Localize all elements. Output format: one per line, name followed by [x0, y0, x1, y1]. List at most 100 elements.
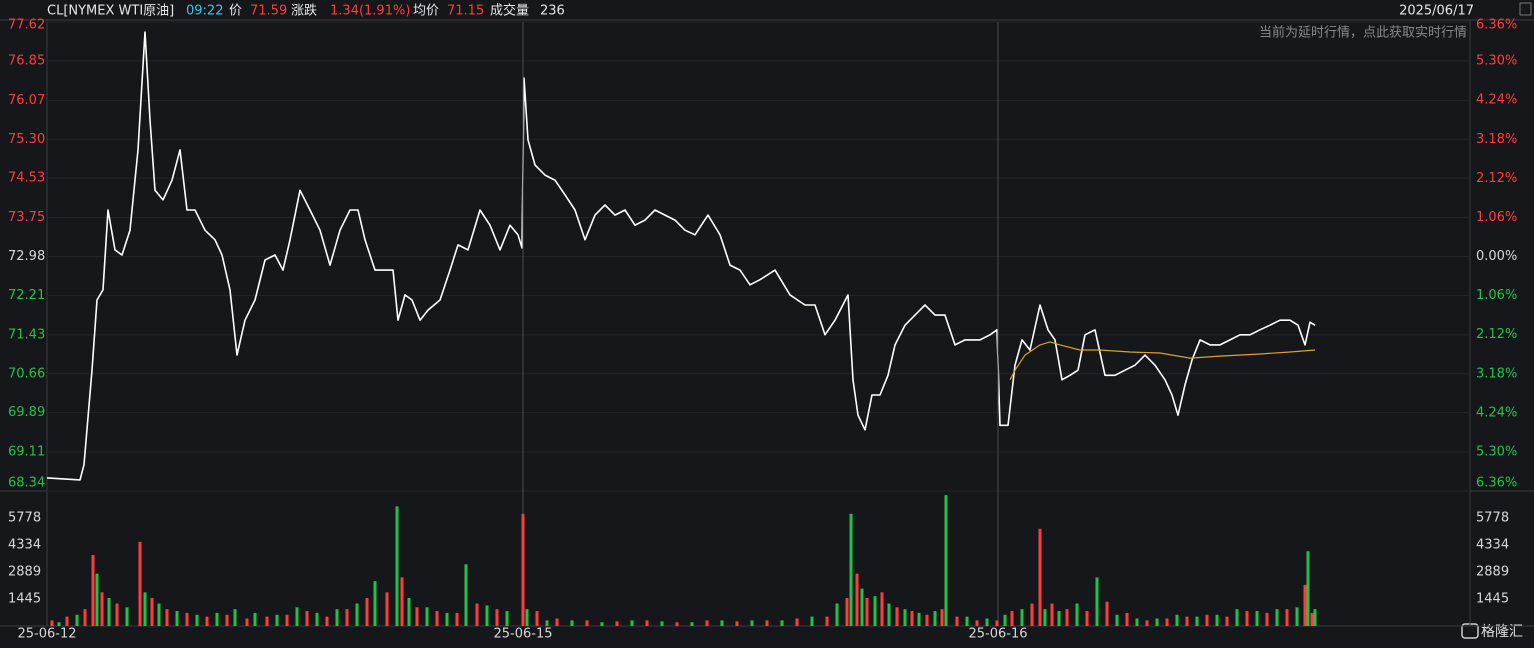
y2-tick-label: 1.06%: [1476, 288, 1517, 303]
symbol: CL[NYMEX WTI原油]: [47, 4, 174, 19]
volume-bar: [705, 620, 709, 626]
volume-bar: [750, 620, 754, 626]
logo: 格隆汇: [1481, 624, 1523, 640]
volume-bar: [400, 577, 404, 626]
volume-bar: [295, 607, 299, 626]
volume-bar: [1010, 611, 1014, 626]
volume-bar: [91, 554, 95, 626]
volume-bar: [903, 609, 907, 626]
volume-bar: [675, 622, 679, 626]
y-tick-label: 75.30: [8, 132, 45, 147]
volume-bar: [615, 621, 619, 626]
volume-bar: [1285, 609, 1289, 626]
volume-bar: [585, 620, 589, 626]
volume-bar: [910, 611, 914, 626]
volume-bar: [1165, 618, 1169, 626]
volume-label: 成交量: [490, 3, 529, 19]
volume-bar: [855, 573, 859, 626]
y2-tick-label: 5.30%: [1476, 54, 1517, 69]
volume-bar: [570, 620, 574, 626]
y-tick-label: 4334: [8, 537, 41, 552]
volume-bar: [1295, 607, 1299, 626]
volume-bar: [765, 620, 769, 626]
volume-bar: [150, 597, 154, 626]
volume-bar: [435, 611, 439, 626]
volume-bar: [495, 609, 499, 626]
volume-bar: [985, 618, 989, 626]
x-tick-label: 25-06-16: [968, 627, 1027, 642]
volume-bar: [521, 513, 525, 626]
volume-bar: [780, 620, 784, 626]
volume-bar: [233, 609, 237, 626]
volume-bar: [373, 581, 377, 626]
volume-bar: [1085, 611, 1089, 626]
volume-bar: [975, 620, 979, 626]
y-tick-label: 1445: [8, 591, 41, 606]
volume-bar: [525, 609, 529, 626]
change-label: 涨跌: [291, 3, 317, 19]
volume-bar: [873, 596, 877, 626]
volume-bar: [600, 622, 604, 626]
volume-bar: [215, 612, 219, 626]
volume-bar: [660, 621, 664, 626]
volume-bar: [690, 622, 694, 626]
volume-bar: [925, 614, 929, 626]
volume-bar: [253, 612, 257, 626]
volume-bar: [835, 603, 839, 626]
y-tick-label: 70.66: [8, 366, 45, 381]
volume-bar: [1235, 609, 1239, 626]
volume-bar: [455, 612, 459, 626]
volume-bar: [205, 616, 209, 626]
volume-bar: [275, 614, 279, 626]
volume-bar: [315, 612, 319, 626]
volume-bar: [965, 616, 969, 626]
y-tick-label: 5778: [8, 510, 41, 525]
volume-bar: [1175, 614, 1179, 626]
volume-bar: [407, 597, 411, 626]
volume-bar: [1050, 603, 1054, 626]
price-label: 价: [229, 4, 242, 19]
volume-bar: [1185, 616, 1189, 626]
y-tick-label-right: 5778: [1476, 510, 1509, 525]
avg-price: 71.15: [447, 4, 484, 19]
volume-bar: [1275, 609, 1279, 626]
volume-bar: [1065, 609, 1069, 626]
volume-bar: [555, 618, 559, 626]
y-tick-label: 73.75: [8, 210, 45, 225]
volume-bar: [895, 607, 899, 626]
y-tick-label-right: 2889: [1476, 564, 1509, 579]
y2-tick-label: 3.18%: [1476, 132, 1517, 147]
y2-tick-label: 2.12%: [1476, 327, 1517, 342]
volume-bar: [425, 607, 429, 626]
volume-bar: [1095, 577, 1099, 626]
x-tick-label: 25-06-15: [493, 627, 552, 642]
volume-bar: [955, 616, 959, 626]
volume-bar: [1265, 612, 1269, 626]
date: 2025/06/17: [1399, 4, 1474, 19]
volume-bar: [415, 607, 419, 626]
y2-tick-label: 6.36%: [1476, 18, 1517, 33]
volume-bar: [1030, 603, 1034, 626]
volume-bar: [335, 609, 339, 626]
volume-bar: [1020, 609, 1024, 626]
volume-bar: [1303, 584, 1307, 626]
volume-bar: [138, 541, 142, 626]
volume-bar: [865, 597, 869, 626]
y-tick-label-right: 4334: [1476, 537, 1509, 552]
settings-icon[interactable]: [1519, 2, 1532, 16]
volume-bar: [355, 603, 359, 626]
delay-notice[interactable]: 当前为延时行情，点此获取实时行情: [1259, 25, 1467, 41]
y-tick-label: 71.43: [8, 327, 45, 342]
volume-bar: [225, 614, 229, 626]
volume-bar: [995, 620, 999, 626]
y-tick-label: 74.53: [8, 171, 45, 186]
volume-bar: [1306, 551, 1310, 626]
volume-bar: [95, 573, 99, 626]
volume-bar: [285, 614, 289, 626]
volume-bar: [1057, 611, 1061, 626]
volume-bar: [849, 513, 853, 626]
volume-bar: [365, 597, 369, 626]
volume-bar: [57, 622, 61, 626]
